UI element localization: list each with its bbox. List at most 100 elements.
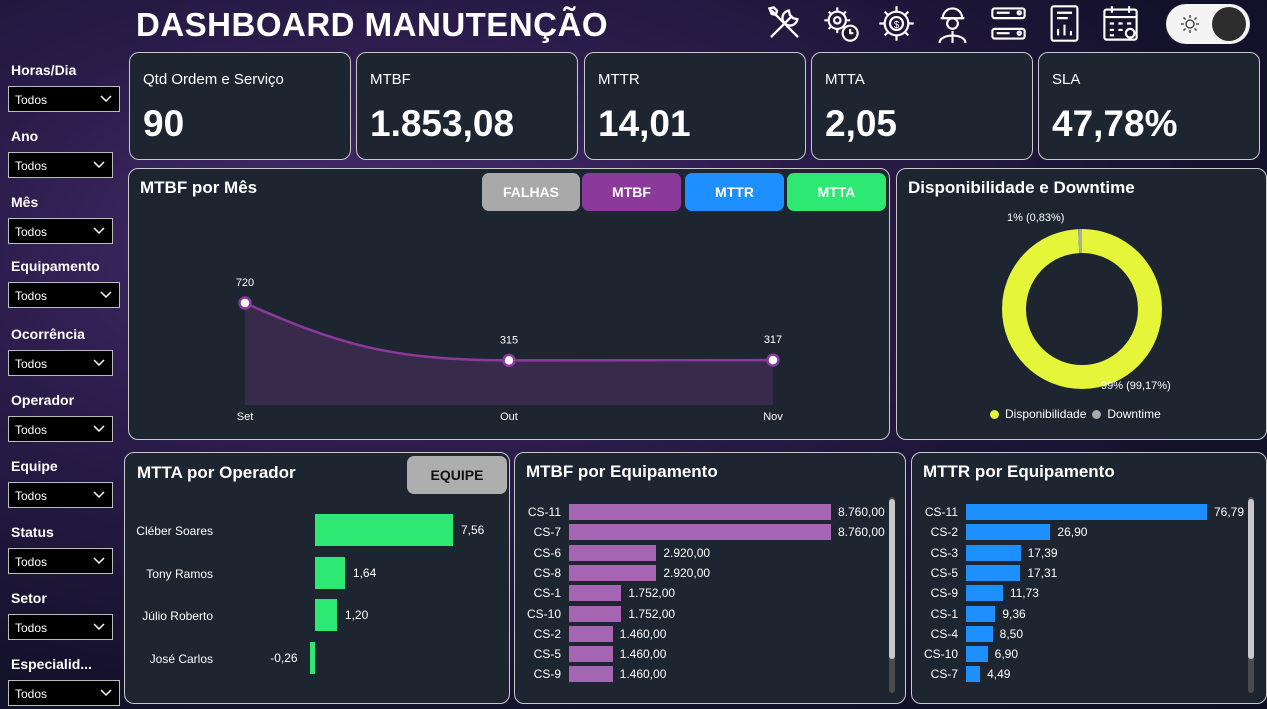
equipment-bar[interactable] <box>966 646 988 663</box>
page-title: DASHBOARD MANUTENÇÃO <box>136 6 608 43</box>
equipment-label: CS-4 <box>930 626 958 641</box>
equipment-bar[interactable] <box>569 605 622 622</box>
equipment-bar[interactable] <box>569 666 613 683</box>
equipment-value-label: 8.760,00 <box>838 505 885 519</box>
tab-falhas[interactable]: FALHAS <box>482 173 580 211</box>
equipment-bar[interactable] <box>966 666 981 683</box>
tab-mtta[interactable]: MTTA <box>787 173 886 211</box>
chevron-down-icon <box>99 686 113 700</box>
equipment-bar[interactable] <box>569 504 831 520</box>
equipment-bar[interactable] <box>569 564 657 581</box>
mtbf-x-tick: Out <box>500 411 518 423</box>
filter-9: Especialid... Todos <box>8 656 120 706</box>
filter-value: Todos <box>15 423 48 437</box>
filter-label: Ano <box>11 128 39 144</box>
equipment-label: CS-9 <box>533 667 561 682</box>
equipment-bar[interactable] <box>966 585 1003 602</box>
chevron-down-icon <box>99 92 113 106</box>
chevron-down-icon <box>92 356 106 370</box>
kpi-label: MTTR <box>598 71 640 88</box>
mtbf-equipment-scroll-thumb[interactable] <box>889 499 895 659</box>
mtbf-point[interactable] <box>238 296 252 310</box>
gear-clock-icon[interactable] <box>819 2 862 45</box>
engineer-icon[interactable] <box>931 2 974 45</box>
filter-label: Setor <box>11 590 47 606</box>
calendar-gear-icon[interactable] <box>1099 2 1142 45</box>
equipment-label: CS-10 <box>923 647 958 662</box>
kpi-card: MTBF 1.853,08 <box>356 52 578 160</box>
equipment-bar[interactable] <box>966 524 1051 541</box>
equipment-bar[interactable] <box>569 646 613 663</box>
equipment-bar[interactable] <box>569 625 613 642</box>
filter-label: Operador <box>11 392 75 408</box>
equipment-bar[interactable] <box>966 625 993 642</box>
legend-label-availability: Disponibilidade <box>1005 407 1087 421</box>
filter-dropdown[interactable]: Todos <box>8 152 113 178</box>
theme-toggle[interactable] <box>1166 4 1250 44</box>
filter-dropdown[interactable]: Todos <box>8 680 120 706</box>
availability-donut <box>1002 229 1162 389</box>
mtta-bar[interactable] <box>315 514 453 546</box>
mttr-equipment-title: MTTR por Equipamento <box>923 462 1115 481</box>
equipment-label: CS-1 <box>533 586 561 601</box>
report-icon[interactable] <box>1043 2 1086 45</box>
filter-dropdown[interactable]: Todos <box>8 350 113 376</box>
equipment-label: CS-6 <box>533 545 561 560</box>
mtta-bar[interactable] <box>315 557 345 589</box>
filter-dropdown[interactable]: Todos <box>8 282 120 308</box>
tab-mtbf[interactable]: MTBF <box>582 173 681 211</box>
equipment-value-label: 17,39 <box>1027 545 1058 560</box>
filter-dropdown[interactable]: Todos <box>8 548 113 574</box>
tab-mttr[interactable]: MTTR <box>685 173 784 211</box>
equipment-bar[interactable] <box>569 544 657 561</box>
mtbf-month-title: MTBF por Mês <box>140 178 258 197</box>
availability-card: Disponibilidade e Downtime 1% (0,83%) 99… <box>896 168 1267 440</box>
equipment-label: CS-2 <box>930 525 958 540</box>
checklist-icon[interactable] <box>987 2 1030 45</box>
kpi-value: 90 <box>143 103 185 144</box>
kpi-card: MTTR 14,01 <box>584 52 806 160</box>
mtta-value-label: -0,26 <box>270 651 298 665</box>
chevron-down-icon <box>92 620 106 634</box>
equipment-value-label: 1.752,00 <box>628 606 676 621</box>
kpi-label: SLA <box>1052 71 1081 88</box>
mttr-equipment-scrollbar[interactable] <box>1248 497 1254 693</box>
filter-value: Todos <box>15 489 48 503</box>
filter-value: Todos <box>15 93 48 107</box>
equipment-label: CS-10 <box>526 606 561 621</box>
filter-dropdown[interactable]: Todos <box>8 218 113 244</box>
filter-dropdown[interactable]: Todos <box>8 614 113 640</box>
chevron-down-icon <box>92 488 106 502</box>
operator-name: Júlio Roberto <box>142 609 213 623</box>
mtbf-point[interactable] <box>766 353 780 367</box>
equipment-value-label: 76,79 <box>1214 505 1245 519</box>
equipment-bar[interactable] <box>966 504 1207 520</box>
equipment-label: CS-5 <box>533 647 561 662</box>
mtbf-point[interactable] <box>502 353 516 368</box>
tools-icon[interactable] <box>763 2 806 45</box>
equipment-value-label: 1.460,00 <box>619 626 667 641</box>
filter-dropdown[interactable]: Todos <box>8 86 120 112</box>
mttr-equipment-card: MTTR por Equipamento CS-11 76,79 CS-2 26,90… <box>911 452 1267 704</box>
equipment-bar[interactable] <box>966 544 1021 561</box>
equipment-bar[interactable] <box>966 564 1021 581</box>
equipment-value-label: 1.460,00 <box>619 667 667 682</box>
filter-dropdown[interactable]: Todos <box>8 482 113 508</box>
donut-slice-downtime[interactable] <box>1002 229 1162 389</box>
filter-dropdown[interactable]: Todos <box>8 416 113 442</box>
mtta-bar[interactable] <box>310 642 315 674</box>
kpi-value: 14,01 <box>598 103 691 144</box>
downtime-data-label: 1% (0,83%) <box>1007 212 1065 224</box>
equipment-value-label: 17,31 <box>1027 565 1058 580</box>
filter-label: Mês <box>11 194 39 210</box>
gear-dollar-icon[interactable]: $ <box>875 2 918 45</box>
equipment-bar[interactable] <box>569 524 831 541</box>
equipment-bar[interactable] <box>569 585 622 602</box>
svg-text:$: $ <box>894 20 900 31</box>
mtta-bar[interactable] <box>315 599 337 631</box>
equipment-bar[interactable] <box>966 605 996 622</box>
donut-slice-disponibilidade[interactable] <box>1002 229 1162 389</box>
equipe-button[interactable]: EQUIPE <box>407 456 507 494</box>
mtbf-equipment-scrollbar[interactable] <box>889 497 895 693</box>
mttr-equipment-scroll-thumb[interactable] <box>1248 499 1254 659</box>
